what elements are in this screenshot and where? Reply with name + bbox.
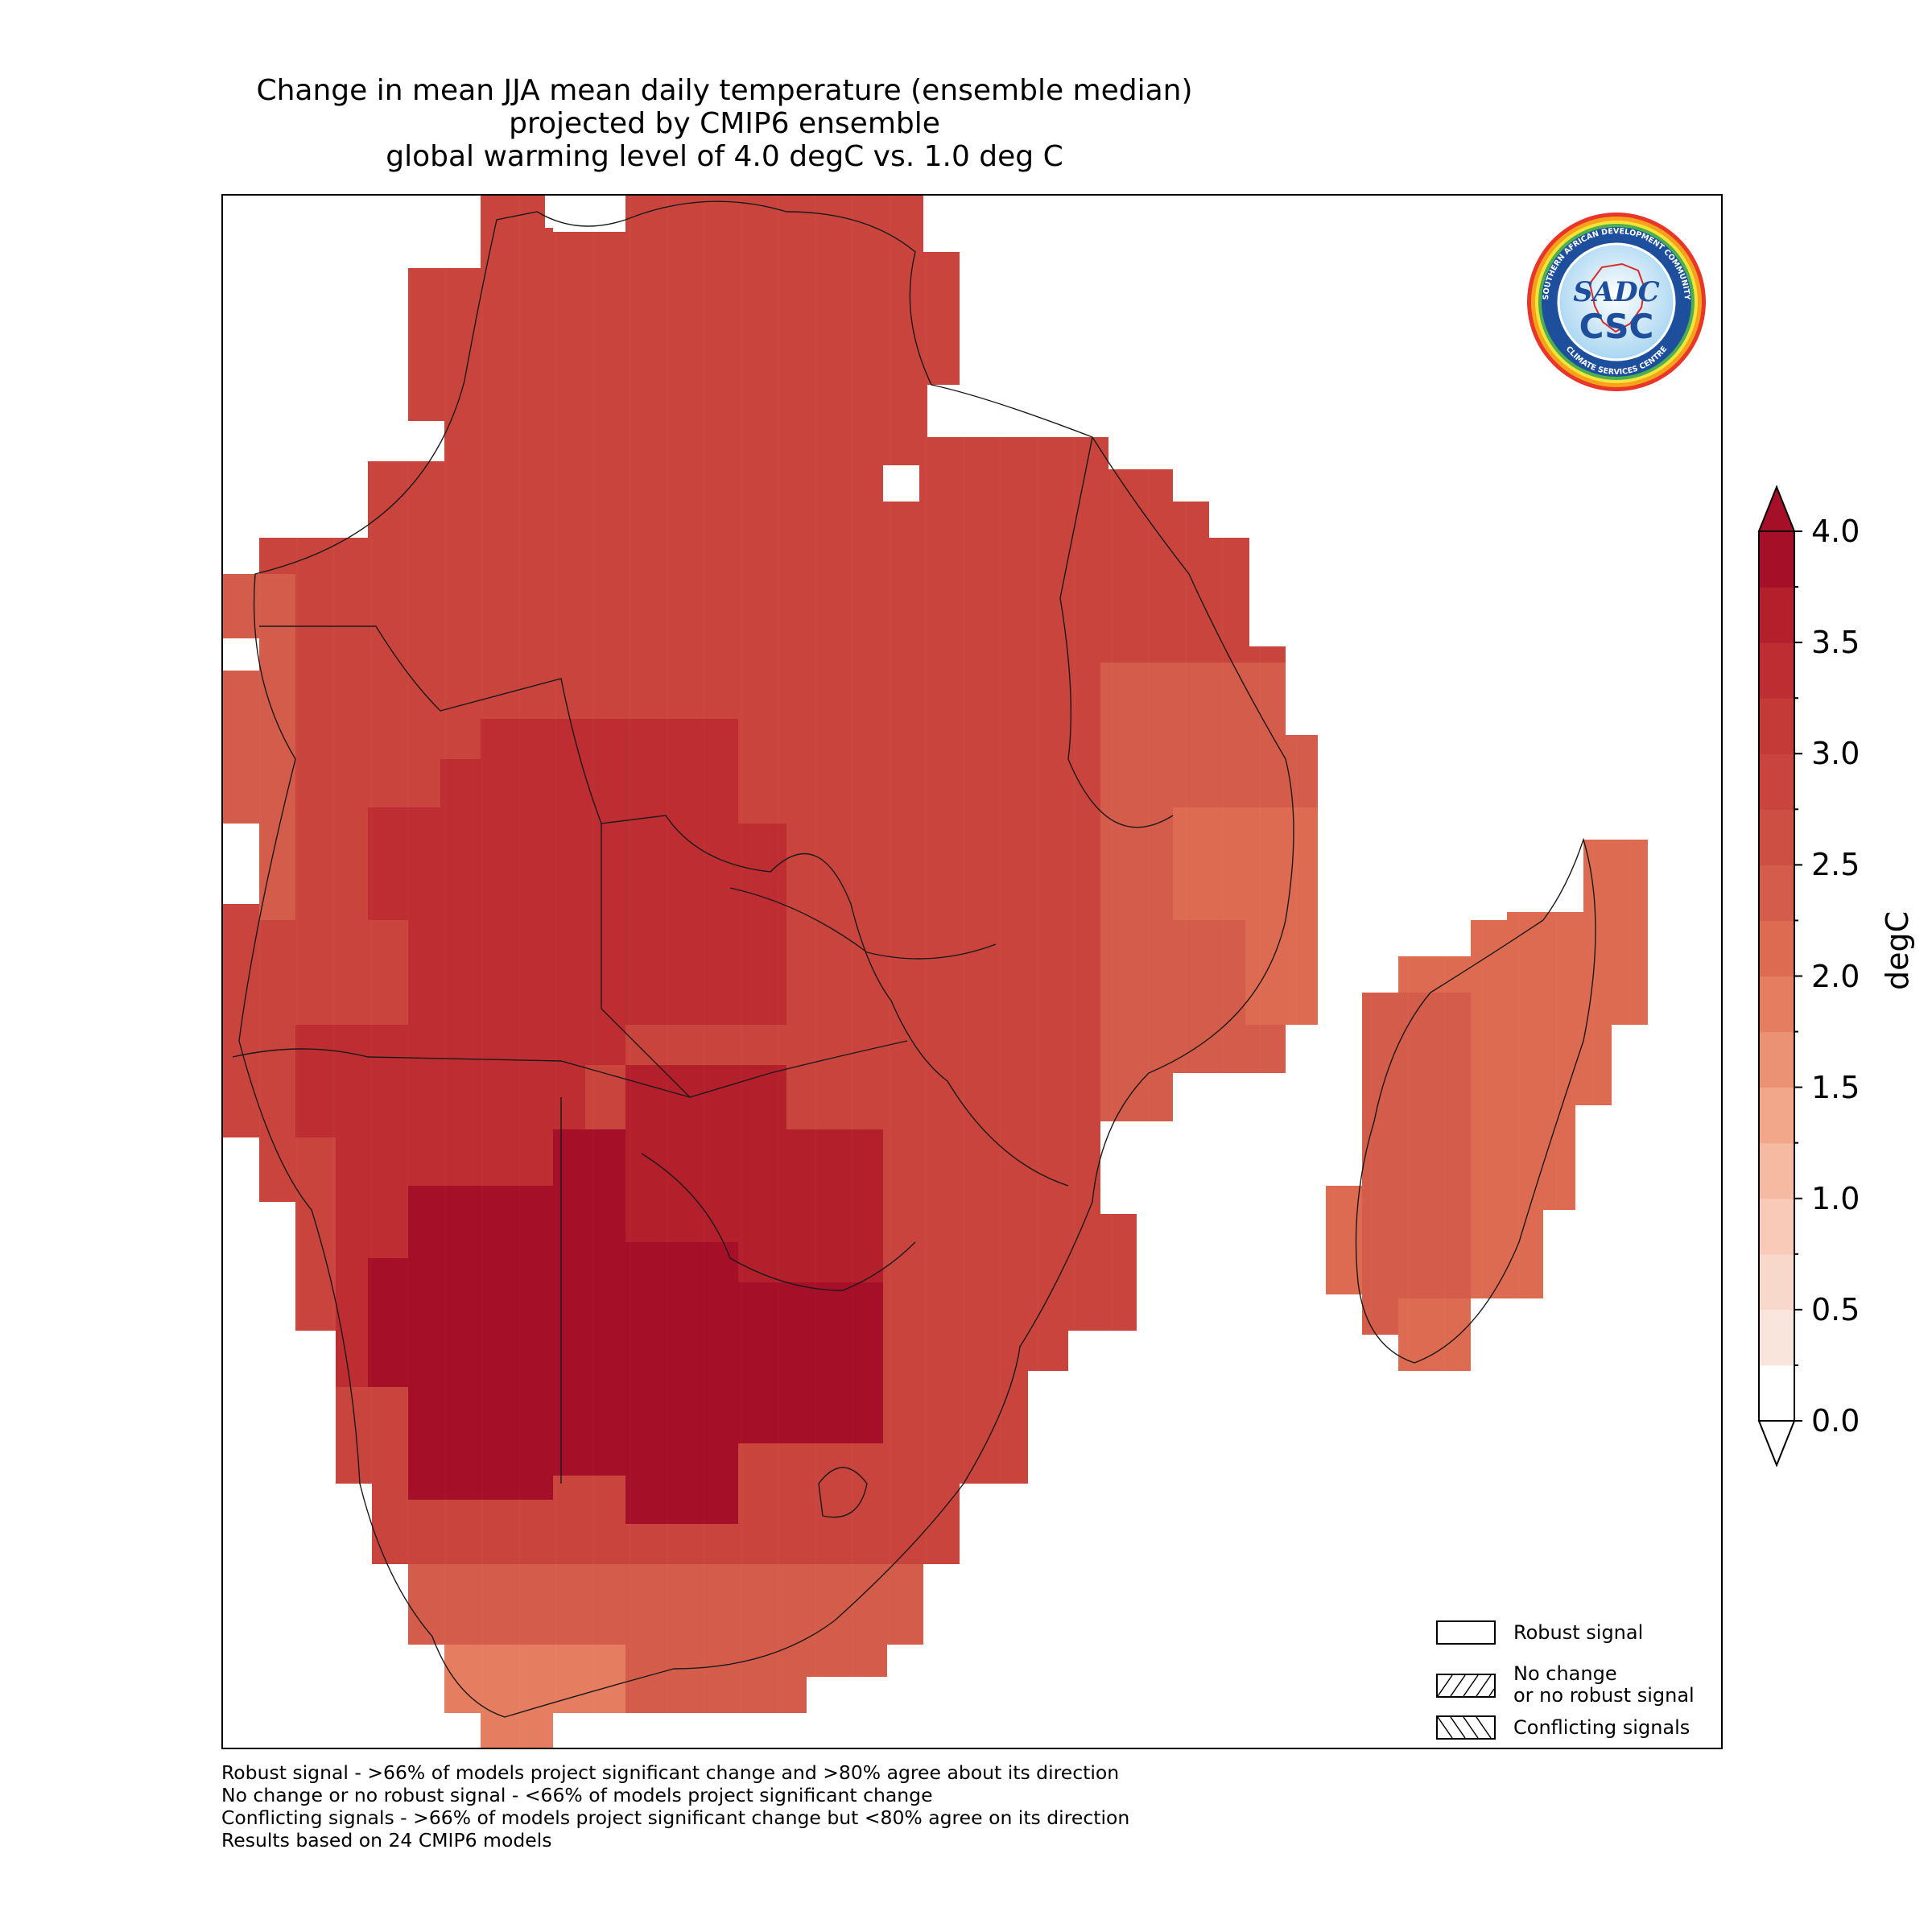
missing-data-cell [883,465,919,502]
country-border [1059,436,1174,828]
madagascar-west [1362,993,1471,1335]
country-border [601,824,908,1098]
colorbar-unit-label: degC [1880,910,1915,990]
footnote-no-change: No change or no robust signal - <66% of … [221,1784,933,1806]
title-line-1: Change in mean JJA mean daily temperatur… [256,74,1193,107]
colorbar-segment [1759,1031,1794,1088]
colorbar-segment [1759,698,1794,754]
colorbar-extend-max [1757,485,1796,532]
colorbar-segment [1759,531,1794,588]
legend-label-robust: Robust signal [1513,1621,1644,1644]
footnotes: Robust signal - >66% of models project s… [221,1761,1129,1852]
colorbar-segment [1759,920,1794,976]
colorbar-segment [1759,865,1794,921]
colorbar-tick-label: 0.5 [1811,1291,1860,1327]
title-line-3: global warming level of 4.0 degC vs. 1.0… [386,140,1063,173]
chart-title: Change in mean JJA mean daily temperatur… [0,74,1449,173]
legend-swatch-robust [1436,1620,1496,1645]
coastline [1355,837,1596,1364]
warming-zone-central [368,719,786,1065]
country-border [850,903,1069,1187]
colorbar-segment [1759,642,1794,699]
sadc-csc-logo-icon: SOUTHERN AFRICAN DEVELOPMENT COMMUNITY C… [1527,213,1706,391]
country-border [729,887,997,960]
colorbar-segment [1759,1309,1794,1366]
legend-swatch-no-change [1436,1674,1496,1698]
colorbar-segment [1759,1364,1794,1422]
colorbar-extend-min [1757,1420,1796,1468]
strong-warming-core [368,1129,883,1524]
warming-zone-cape [444,1645,625,1748]
colorbar-segment [1759,1087,1794,1144]
footnote-models: Results based on 24 CMIP6 models [221,1829,552,1852]
legend-swatch-conflicting [1436,1715,1496,1740]
colorbar-segment [1759,1253,1794,1311]
country-border [232,1048,691,1098]
colorbar-segment [1759,587,1794,643]
colorbar-tick-label: 1.0 [1811,1180,1860,1216]
legend-label-conflicting: Conflicting signals [1513,1716,1690,1739]
legend-label-no-change-line2: or no robust signal [1513,1684,1695,1707]
colorbar-segment [1759,1142,1794,1199]
colorbar-tick-label: 2.5 [1811,847,1860,883]
colorbar-segment [1759,809,1794,865]
map-panel [221,194,1723,1749]
country-border [641,1153,916,1291]
warming-zone-interior [625,1065,883,1282]
warming-zone-coast [1173,807,1318,1025]
colorbar [1757,485,1802,1468]
colorbar-tick-label: 1.5 [1811,1069,1860,1105]
country-border [818,1467,868,1518]
coastline [238,200,1294,1718]
missing-data-cell [223,638,259,671]
logo-mark-bottom: CSC [1579,307,1654,346]
temperature-change-map [223,196,1705,1748]
colorbar-tick-label: 3.5 [1811,625,1860,661]
legend-label-no-change: No change [1513,1662,1617,1685]
country-border [259,625,852,905]
colorbar-segment [1759,1198,1794,1255]
signal-legend: Robust signal No change or no robust sig… [1433,1614,1715,1743]
footnote-robust: Robust signal - >66% of models project s… [221,1761,1120,1784]
title-line-2: projected by CMIP6 ensemble [509,107,940,140]
footnote-conflicting: Conflicting signals - >66% of models pro… [221,1806,1130,1829]
colorbar-segment [1759,753,1794,810]
colorbar-tick-label: 4.0 [1811,514,1860,549]
colorbar-segment [1759,976,1794,1033]
colorbar-tick-label: 3.0 [1811,736,1860,772]
warming-zone-west [295,1025,585,1387]
colorbar-tick-label: 0.0 [1811,1403,1860,1439]
logo-mark-top: SADC [1573,276,1659,308]
colorbar-tick-label: 2.0 [1811,958,1860,994]
